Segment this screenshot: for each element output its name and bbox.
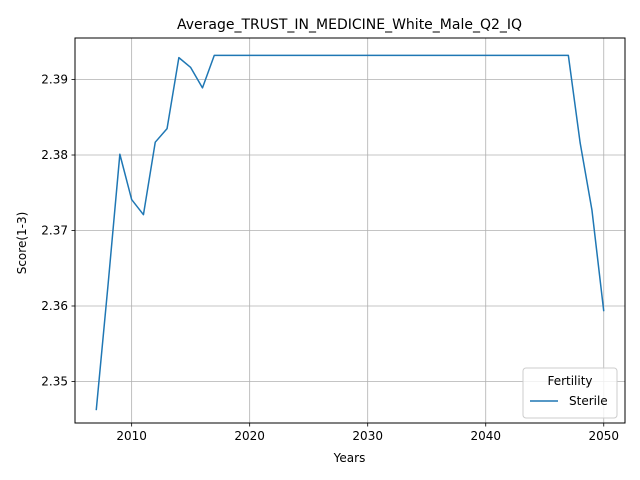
x-axis-label: Years <box>333 451 366 465</box>
grid <box>75 38 625 423</box>
x-tick-label: 2050 <box>588 429 619 443</box>
x-tick-label: 2040 <box>470 429 501 443</box>
y-tick-label: 2.37 <box>41 224 68 238</box>
series-line-sterile <box>95 54 605 411</box>
series-lines <box>95 54 605 411</box>
x-tick-label: 2010 <box>116 429 147 443</box>
x-tick-label: 2030 <box>352 429 383 443</box>
legend-box <box>522 367 618 419</box>
x-tick-label: 2020 <box>234 429 265 443</box>
legend: Fertility Sterile <box>522 367 618 419</box>
y-tick-label: 2.38 <box>41 148 68 162</box>
legend-label-sterile: Sterile <box>569 394 608 408</box>
y-axis-label: Score(1-3) <box>15 212 29 275</box>
y-tick-label: 2.36 <box>41 299 68 313</box>
y-tick-label: 2.39 <box>41 73 68 87</box>
chart-title: Average_TRUST_IN_MEDICINE_White_Male_Q2_… <box>177 17 522 33</box>
y-tick-label: 2.35 <box>41 374 68 388</box>
axis-ticks: 2010 2020 2030 2040 2050 2.35 2.36 2.37 2.38 2.39 <box>41 73 619 443</box>
legend-title: Fertility <box>547 374 592 388</box>
